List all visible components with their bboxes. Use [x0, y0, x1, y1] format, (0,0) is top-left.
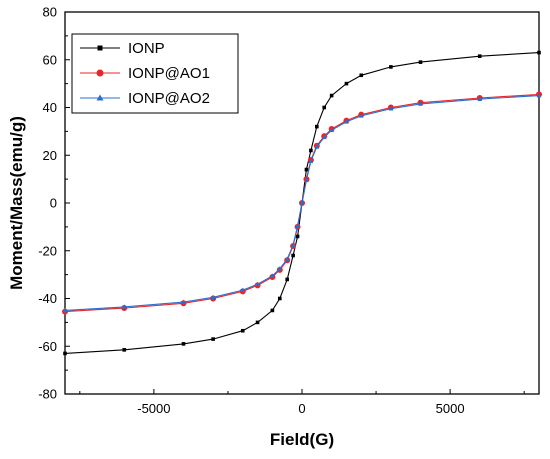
data-point-ionp	[270, 308, 275, 313]
x-tick-label: -5000	[137, 401, 170, 416]
x-axis-title: Field(G)	[270, 430, 334, 449]
data-point-ionp-ao2	[329, 127, 334, 132]
x-tick-label: 0	[298, 401, 305, 416]
data-point-ionp	[291, 253, 295, 258]
data-point-ionp	[277, 296, 282, 301]
data-point-ionp	[537, 50, 541, 55]
data-point-ionp	[211, 337, 215, 341]
y-tick-label: -40	[38, 291, 57, 306]
data-point-ionp-ao2	[418, 101, 423, 106]
data-point-ionp	[304, 167, 309, 172]
data-point-ionp	[359, 73, 364, 78]
legend-entry-ionp-ao2: IONP@AO2	[80, 90, 210, 107]
data-point-ionp	[181, 342, 186, 346]
legend-label-ionp-ao2: IONP@AO2	[128, 90, 210, 107]
data-point-ionp	[285, 277, 289, 282]
data-point-ionp-ao2	[295, 223, 300, 228]
data-point-ionp-ao2	[121, 304, 127, 309]
y-tick-label: -80	[38, 387, 57, 402]
data-point-ionp-ao2	[255, 281, 260, 286]
data-point-ionp	[344, 81, 349, 86]
y-tick-label: -60	[38, 339, 57, 354]
data-point-ionp-ao2	[308, 158, 314, 164]
data-point-ionp	[389, 65, 393, 69]
y-axis-title: Moment/Mass(emu/g)	[7, 116, 26, 290]
data-point-ionp	[418, 60, 423, 64]
data-point-ionp-ao2	[321, 134, 327, 140]
y-tick-label: 80	[43, 5, 57, 20]
data-point-ionp	[322, 105, 327, 110]
data-point-ionp-ao2	[304, 177, 309, 183]
data-point-ionp-ao2	[277, 266, 283, 271]
legend-marker-ionp-ao2	[96, 94, 104, 101]
data-point-ionp-ao2	[344, 119, 349, 124]
data-point-ionp-ao2	[240, 287, 246, 292]
data-point-ionp-ao2	[536, 93, 542, 98]
ticks-layer: -80 -60 -40 -20 0 20 40 60 80 -5000 0 5000	[38, 5, 525, 416]
data-point-ionp-ao2	[314, 144, 320, 149]
y-tick-label: 0	[50, 196, 57, 211]
data-point-ionp-ao2	[358, 113, 364, 118]
data-point-ionp	[477, 54, 482, 58]
series-layer	[62, 50, 542, 356]
legend-label-ionp: IONP	[128, 40, 165, 57]
x-tick-label: 5000	[436, 401, 465, 416]
data-point-ionp-ao2	[270, 273, 275, 278]
data-point-ionp	[255, 320, 260, 325]
legend-entry-ionp-ao1: IONP@AO1	[80, 65, 210, 82]
data-point-ionp-ao2	[210, 294, 216, 300]
y-tick-label: -20	[38, 243, 57, 258]
y-tick-label: 20	[43, 148, 57, 163]
data-point-ionp-ao2	[299, 200, 305, 205]
legend-label-ionp-ao1: IONP@AO1	[128, 65, 210, 82]
legend-entry-ionp: IONP	[80, 40, 165, 57]
legend-marker-ionp-ao1	[96, 69, 104, 77]
data-point-ionp-ao2	[477, 96, 483, 101]
data-point-ionp-ao2	[181, 299, 186, 304]
data-point-ionp	[309, 148, 313, 153]
data-point-ionp-ao2	[284, 256, 290, 261]
data-point-ionp	[329, 93, 334, 98]
data-point-ionp-ao2	[388, 106, 394, 111]
data-point-ionp-ao2	[62, 307, 68, 313]
data-point-ionp	[63, 351, 67, 356]
y-tick-label: 60	[43, 52, 57, 67]
data-point-ionp	[315, 124, 319, 129]
data-point-ionp	[240, 328, 245, 333]
y-tick-label: 40	[43, 100, 57, 115]
data-point-ionp-ao2	[290, 242, 296, 247]
data-point-ionp	[295, 234, 300, 239]
legend-marker-ionp	[97, 45, 103, 51]
legend: IONP IONP@AO1 IONP@AO2	[71, 33, 239, 114]
data-point-ionp	[122, 348, 127, 352]
